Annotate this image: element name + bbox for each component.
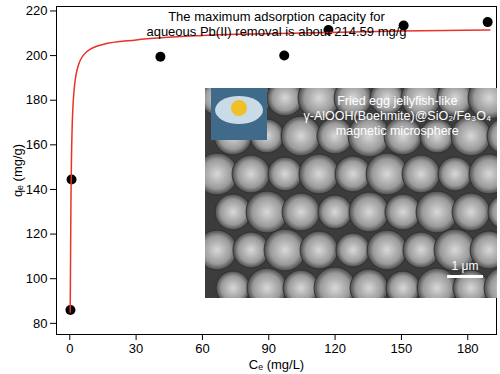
- svg-text:160: 160: [26, 137, 48, 152]
- html-text:γ-AlOOH(Boehmite)@SiO₂/Fe₃O₄: γ-AlOOH(Boehmite)@SiO₂/Fe₃O₄: [303, 109, 491, 123]
- svg-text:200: 200: [26, 48, 48, 63]
- svg-text:120: 120: [26, 226, 48, 241]
- svg-text:The maximum adsorption capacit: The maximum adsorption capacity foraqueo…: [146, 9, 406, 39]
- svg-text:60: 60: [195, 341, 209, 356]
- svg-text:180: 180: [457, 341, 479, 356]
- html-text:1 μm: 1 μm: [451, 259, 479, 273]
- svg-text:120: 120: [324, 341, 346, 356]
- svg-text:qₑ (mg/g): qₑ (mg/g): [10, 144, 25, 197]
- svg-text:90: 90: [262, 341, 276, 356]
- svg-text:Cₑ (mg/L): Cₑ (mg/L): [249, 357, 304, 372]
- svg-text:180: 180: [26, 92, 48, 107]
- svg-text:220: 220: [26, 3, 48, 18]
- html-text:Fried egg jellyfish-like: Fried egg jellyfish-like: [337, 94, 458, 108]
- svg-text:80: 80: [33, 316, 47, 331]
- svg-text:150: 150: [391, 341, 413, 356]
- svg-text:100: 100: [26, 271, 48, 286]
- svg-text:140: 140: [26, 182, 48, 197]
- html-text:magnetic microsphere: magnetic microsphere: [335, 124, 459, 138]
- svg-text:30: 30: [129, 341, 143, 356]
- svg-text:0: 0: [66, 341, 73, 356]
